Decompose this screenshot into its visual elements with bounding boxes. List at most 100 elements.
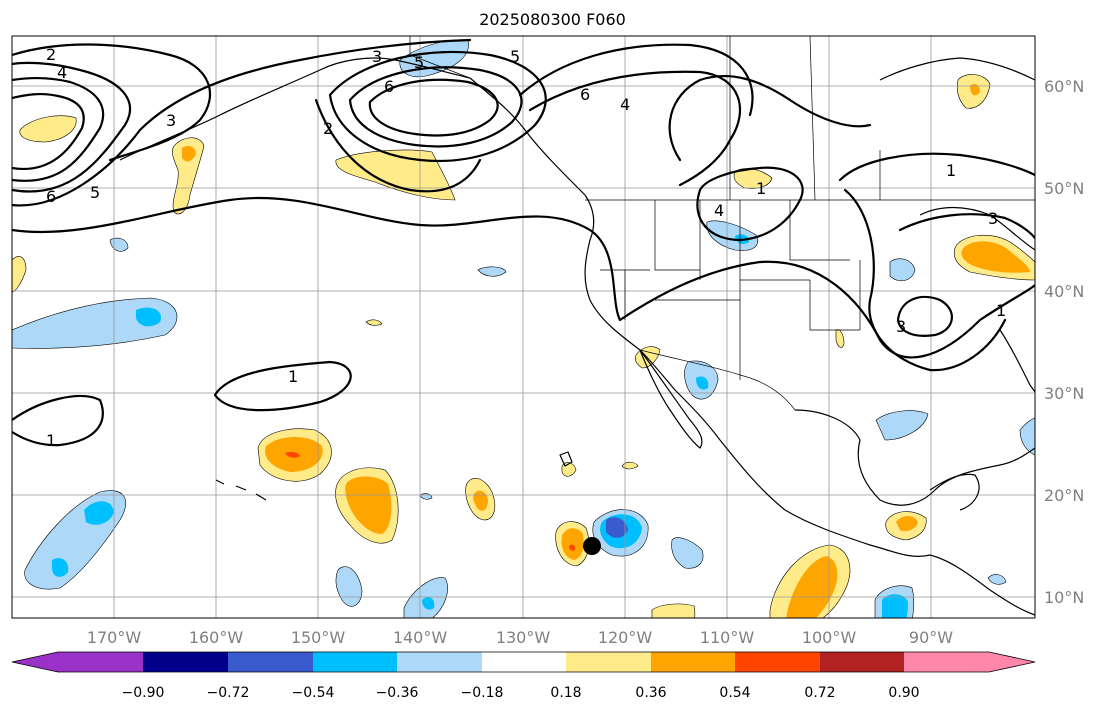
colorbar-band	[313, 652, 397, 672]
contour-label: 2	[323, 119, 333, 138]
coastline-gulf	[794, 409, 1035, 506]
contour-label: 5	[414, 53, 424, 72]
contour-label: 2	[46, 45, 56, 64]
colorbar-band	[143, 652, 228, 672]
contour-label: 5	[510, 47, 520, 66]
colorbar-outline	[11, 651, 1036, 673]
contour-line	[668, 75, 872, 162]
neg-anomaly-patch	[12, 297, 178, 349]
coastline-east	[999, 329, 1035, 393]
pos-anomaly-patch	[621, 461, 639, 470]
contour-line	[314, 98, 482, 193]
pos-anomaly-patch	[651, 603, 696, 618]
coastline-islands	[559, 451, 573, 467]
contour-line	[518, 43, 754, 117]
lat-label: 20°N	[1044, 486, 1084, 505]
lat-label: 60°N	[1044, 77, 1084, 96]
colorbar-band	[735, 652, 820, 672]
neg-anomaly-deep	[606, 517, 628, 538]
pos-anomaly-core	[970, 84, 980, 96]
colorbar-tick-label: −0.18	[461, 685, 504, 701]
map-area: 2 4 6 5 3 5 6 2 5 6 4 1 1 3 4 1 3 3 1 1	[12, 36, 1035, 618]
coastline-yucatan	[929, 473, 980, 511]
colorbar-tick-label: −0.90	[122, 685, 165, 701]
contour-label: 1	[946, 161, 956, 180]
lon-label: 140°W	[393, 628, 448, 647]
neg-anomaly-patch	[987, 574, 1007, 585]
colorbar-band	[820, 652, 904, 672]
latitude-labels: 60°N 50°N 40°N 30°N 20°N 10°N	[1044, 77, 1084, 607]
neg-anomaly-patch	[399, 39, 469, 78]
lon-label: 160°W	[189, 628, 244, 647]
colorbar-band	[58, 652, 143, 672]
pos-anomaly-patch	[835, 329, 845, 348]
contour-label: 6	[580, 85, 590, 104]
contour-line	[12, 38, 472, 207]
neg-anomaly-patch	[335, 566, 363, 607]
pos-anomaly-core	[182, 146, 196, 162]
lon-label: 90°W	[909, 628, 953, 647]
colorbar-tick-label: −0.54	[292, 685, 335, 701]
colorbar-extend-high	[989, 652, 1035, 672]
contour-line	[12, 61, 132, 193]
colorbar-ticks: −0.90 −0.72 −0.54 −0.36 −0.18 0.18 0.36 …	[122, 685, 920, 701]
colorbar-tick-label: −0.72	[207, 685, 250, 701]
pos-anomaly-core	[786, 556, 838, 618]
colorbar-tick-label: 0.54	[719, 685, 750, 701]
neg-anomaly-core	[882, 594, 908, 618]
contour-label: 6	[384, 77, 394, 96]
contour-label: 3	[896, 317, 906, 336]
contour-label: 6	[46, 187, 56, 206]
pos-anomaly-core	[561, 528, 584, 560]
contour-label: 1	[46, 431, 56, 450]
pos-anomaly-core	[896, 516, 918, 532]
contour-label: 1	[756, 179, 766, 198]
neg-anomaly-core	[52, 501, 114, 577]
colorbar-band	[482, 652, 566, 672]
contour-line	[896, 295, 953, 337]
colorbar-tick-label: 0.18	[550, 685, 581, 701]
contour-line	[12, 196, 1035, 359]
lon-label: 120°W	[598, 628, 653, 647]
contour-label: 4	[620, 95, 630, 114]
colorbar-band	[904, 652, 989, 672]
contour-line	[12, 43, 212, 162]
longitude-labels: 170°W 160°W 150°W 140°W 130°W 120°W 110°…	[87, 628, 953, 647]
pos-anomaly-core	[345, 476, 392, 534]
coastline-hawaii	[215, 479, 267, 501]
contour-label: 5	[90, 183, 100, 202]
contour-line	[838, 152, 1035, 182]
colorbar-band	[651, 652, 735, 672]
colorbar-tick-label: 0.36	[635, 685, 666, 701]
coastline-north-america	[469, 77, 931, 557]
lon-label: 150°W	[291, 628, 346, 647]
lon-label: 110°W	[700, 628, 755, 647]
colorbar	[11, 651, 1036, 673]
pos-anomaly-core	[473, 490, 488, 511]
pos-anomaly-patch	[365, 319, 383, 326]
neg-anomaly-patch	[109, 237, 129, 252]
lon-label: 170°W	[87, 628, 142, 647]
contour-line	[528, 70, 742, 187]
lat-label: 30°N	[1044, 384, 1084, 403]
colorbar-extend-low	[12, 652, 58, 672]
lon-label: 130°W	[496, 628, 551, 647]
neg-anomaly-core	[696, 376, 709, 390]
contour-label: 3	[988, 209, 998, 228]
contour-line	[12, 395, 104, 447]
anomaly-fill-layer	[12, 39, 1035, 618]
neg-anomaly-patch	[889, 258, 916, 282]
coastline-hudson	[879, 57, 1035, 81]
neg-anomaly-patch	[706, 220, 758, 251]
neg-anomaly-core	[422, 597, 435, 610]
contour-label: 1	[288, 367, 298, 386]
contour-line	[213, 360, 352, 412]
contour-line	[696, 166, 804, 242]
contour-line	[328, 50, 547, 162]
contour-line	[12, 92, 85, 171]
contour-label: 4	[57, 63, 67, 82]
contour-line	[843, 188, 1007, 372]
map-frame	[11, 35, 1036, 619]
colorbar-band	[566, 652, 651, 672]
coastline-central-america	[929, 554, 1035, 616]
